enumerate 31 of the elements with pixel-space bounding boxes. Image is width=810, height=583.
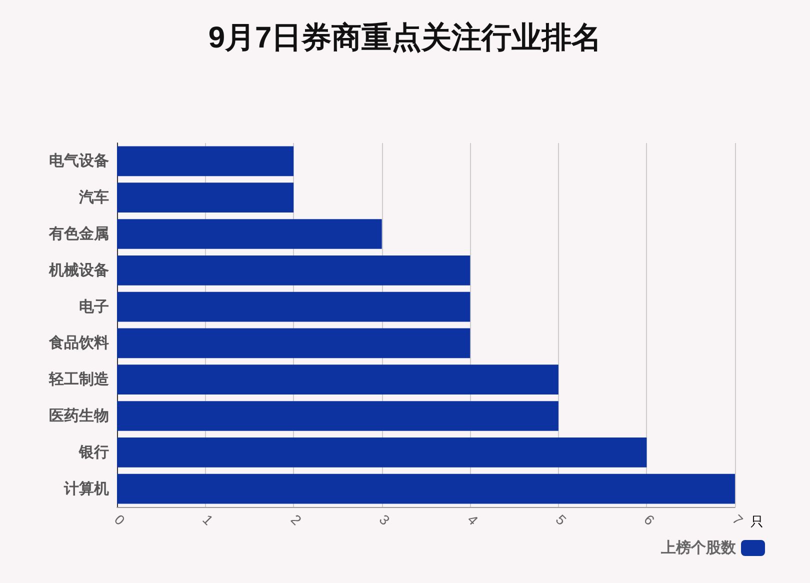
x-tick-label: 0 <box>111 511 128 528</box>
y-tick-label: 机械设备 <box>48 262 109 279</box>
bar <box>117 474 735 504</box>
y-tick-label: 医药生物 <box>49 408 109 424</box>
bar <box>117 437 647 468</box>
x-tick-label: 3 <box>376 511 394 528</box>
y-tick-label: 轻工制造 <box>48 371 110 388</box>
bar <box>117 146 294 176</box>
x-tick-label: 6 <box>641 511 658 528</box>
y-tick-label: 有色金属 <box>48 226 109 242</box>
y-tick-label: 银行 <box>78 444 109 461</box>
y-tick-label: 电子 <box>79 298 109 316</box>
chart-title: 9月7日券商重点关注行业排名 <box>208 20 602 54</box>
bar <box>117 292 470 322</box>
bar <box>117 219 382 249</box>
bar <box>117 255 470 286</box>
x-tick-label: 4 <box>464 511 482 528</box>
bar <box>117 364 558 395</box>
y-tick-label: 电气设备 <box>49 152 109 170</box>
y-tick-label: 计算机 <box>63 480 109 498</box>
bar <box>117 182 294 213</box>
x-axis-title: 只 <box>750 514 764 529</box>
bar <box>117 328 470 358</box>
y-tick-label: 食品饮料 <box>48 334 109 352</box>
x-tick-label: 1 <box>200 511 217 528</box>
x-tick-label: 5 <box>552 511 570 528</box>
legend-label: 上榜个股数 <box>660 540 737 556</box>
bar <box>117 401 558 431</box>
y-tick-label: 汽车 <box>78 188 109 206</box>
x-tick-label: 2 <box>288 511 305 528</box>
x-tick-label: 7 <box>729 511 746 528</box>
